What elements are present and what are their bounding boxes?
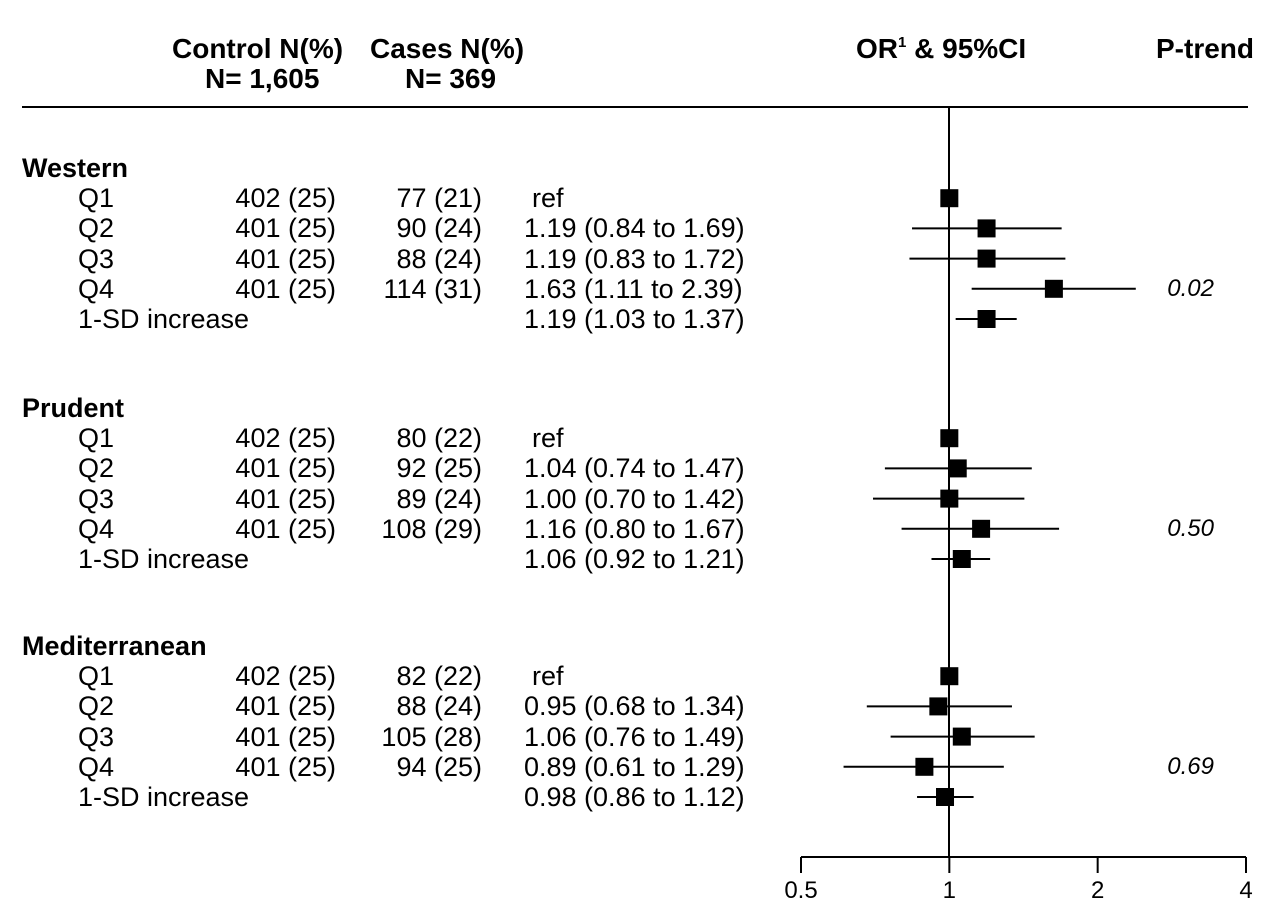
row-label: Q4 <box>78 273 115 304</box>
cases-count: 89 (24) <box>396 483 482 514</box>
cases-count: 105 (28) <box>381 721 482 752</box>
control-n: N= 1,605 <box>205 64 319 94</box>
or-point <box>936 788 955 806</box>
or-point <box>952 550 971 568</box>
cases-count: 94 (25) <box>396 751 482 782</box>
row-label: Q3 <box>78 721 115 752</box>
p-trend-value: 0.50 <box>1167 514 1214 542</box>
row-label: Q2 <box>78 691 115 722</box>
or-point <box>948 459 967 478</box>
cases-count: 114 (31) <box>383 273 482 304</box>
cases-n: N= 369 <box>405 64 496 94</box>
or-ci-text: 1.04 (0.74 to 1.47) <box>524 453 745 484</box>
control-count: 402 (25) <box>235 183 336 214</box>
control-header-line1: Control N(%) <box>172 33 344 64</box>
or-ci-text: ref <box>532 183 564 214</box>
x-tick-label: 0.5 <box>784 877 817 904</box>
cases-count: 88 (24) <box>396 691 482 722</box>
x-tick-label: 2 <box>1091 877 1104 904</box>
or-ci-text: 1.16 (0.80 to 1.67) <box>524 513 745 544</box>
or-point <box>940 667 959 686</box>
or-ci-text: 1.06 (0.76 to 1.49) <box>524 721 745 752</box>
control-count: 401 (25) <box>235 213 336 244</box>
or-ci-text: 0.98 (0.86 to 1.12) <box>524 782 745 812</box>
or-point <box>952 727 971 746</box>
control-count: 401 (25) <box>235 751 336 782</box>
or-ci-text: ref <box>532 423 564 454</box>
row-label: Q4 <box>78 751 115 782</box>
cases-count: 88 (24) <box>396 243 482 274</box>
or-ci-text: 1.19 (1.03 to 1.37) <box>524 304 745 334</box>
or-ci-text: ref <box>532 661 564 692</box>
or-ci-text: 1.19 (0.83 to 1.72) <box>524 243 745 274</box>
or-point <box>977 310 996 328</box>
group-title-prudent: Prudent <box>22 393 125 423</box>
control-count: 402 (25) <box>235 423 336 454</box>
or-ci-header: OR1 & 95%CI <box>856 34 1026 64</box>
or-point <box>940 189 959 208</box>
cases-count: 90 (24) <box>396 213 482 244</box>
control-count: 401 (25) <box>235 691 336 722</box>
or-ci-text: 0.95 (0.68 to 1.34) <box>524 691 745 722</box>
x-tick-label: 4 <box>1239 877 1252 904</box>
cases-header-line1: Cases N(%) <box>370 33 525 64</box>
cases-count: 80 (22) <box>396 423 482 454</box>
row-label: 1-SD increase <box>78 782 250 812</box>
control-count: 402 (25) <box>235 661 336 692</box>
control-count: 401 (25) <box>235 243 336 274</box>
control-count: 401 (25) <box>235 483 336 514</box>
row-label: Q1 <box>78 183 115 214</box>
cases-count: 77 (21) <box>396 183 482 214</box>
cases-count: 108 (29) <box>381 513 482 544</box>
or-point <box>940 429 959 448</box>
control-count: 401 (25) <box>235 453 336 484</box>
or-footnote-mark: 1 <box>898 34 907 51</box>
row-label: Q2 <box>78 213 115 244</box>
row-label: 1-SD increase <box>78 544 250 574</box>
row-label: Q3 <box>78 483 115 514</box>
or-ci-text: 1.06 (0.92 to 1.21) <box>524 544 745 574</box>
p-trend-value: 0.02 <box>1167 274 1214 302</box>
row-label: Q3 <box>78 243 115 274</box>
cases-count: 92 (25) <box>396 453 482 484</box>
cases-n-label: N= 369 <box>405 63 497 94</box>
or-point <box>940 489 959 508</box>
cases-count: 82 (22) <box>396 661 482 692</box>
control-count: 401 (25) <box>235 721 336 752</box>
or-point <box>977 249 996 268</box>
or-ci-text: 1.19 (0.84 to 1.69) <box>524 213 745 244</box>
group-title-mediterranean: Mediterranean <box>22 631 207 661</box>
control-n-label: N= 1,605 <box>205 63 320 94</box>
group-title-western: Western <box>22 153 129 183</box>
or-ci-text: 1.63 (1.11 to 2.39) <box>524 273 743 304</box>
or-point <box>972 519 991 538</box>
row-label: Q1 <box>78 423 115 454</box>
x-tick-label: 1 <box>943 877 956 904</box>
row-label: Q4 <box>78 513 115 544</box>
or-ci-label: & 95%CI <box>906 33 1027 64</box>
or-ci-text: 1.00 (0.70 to 1.42) <box>524 483 745 514</box>
p-trend-header: P-trend <box>1156 34 1254 64</box>
header-rule <box>22 106 1248 108</box>
row-label: Q2 <box>78 453 115 484</box>
or-point <box>929 697 948 716</box>
or-point <box>977 219 996 238</box>
row-label: 1-SD increase <box>78 304 250 334</box>
p-trend-value: 0.69 <box>1167 752 1214 780</box>
control-count: 401 (25) <box>235 273 336 304</box>
control-header: Control N(%) <box>172 34 343 64</box>
or-ci-text: 0.89 (0.61 to 1.29) <box>524 751 745 782</box>
or-point <box>915 757 934 776</box>
row-label: Q1 <box>78 661 115 692</box>
p-trend-label: P-trend <box>1156 33 1254 64</box>
control-count: 401 (25) <box>235 513 336 544</box>
cases-header: Cases N(%) <box>370 34 524 64</box>
or-point <box>1044 279 1063 298</box>
or-label: OR <box>856 33 898 64</box>
